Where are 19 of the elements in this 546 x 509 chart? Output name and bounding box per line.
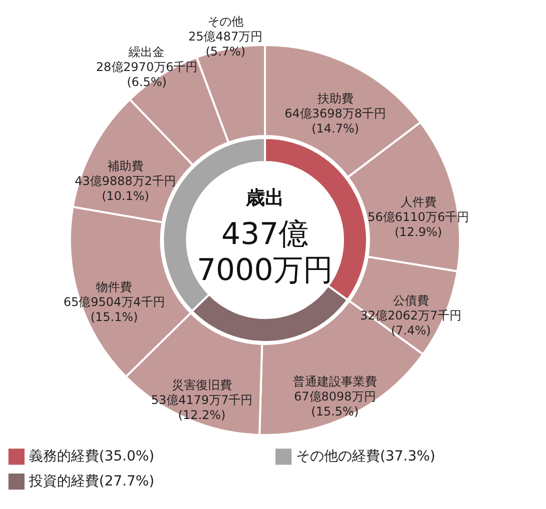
slice-label: 人件費	[400, 194, 436, 209]
slice-label: 繰出金	[128, 45, 165, 60]
slice-label: 扶助費	[316, 92, 354, 106]
data-label: 67億8098万円(15.5%)	[294, 390, 376, 419]
legend-label: 投資的経費(27.7%)	[28, 474, 154, 490]
slice-label: 公債費	[392, 294, 429, 308]
text: 437億	[221, 217, 309, 252]
slice-label: 普通建設事業費	[292, 374, 377, 389]
legend-label: 義務的経費(35.0%)	[29, 448, 154, 465]
slice-label: 物件費	[96, 280, 132, 294]
text: 7000万円	[196, 253, 334, 288]
slice-label: 災害復旧費	[172, 378, 232, 392]
slice-label: その他	[207, 14, 244, 29]
text: 歳出	[245, 187, 284, 209]
data-label: 56億6110万6千円(12.9%)	[368, 210, 470, 239]
data-label: 53億4179万7千円(12.2%)	[151, 392, 253, 422]
legend-label: その他の経費(37.3%)	[296, 448, 436, 465]
slice-label: 補助費	[107, 158, 144, 173]
data-label: 64億3698万8千円(14.7%)	[284, 106, 386, 136]
